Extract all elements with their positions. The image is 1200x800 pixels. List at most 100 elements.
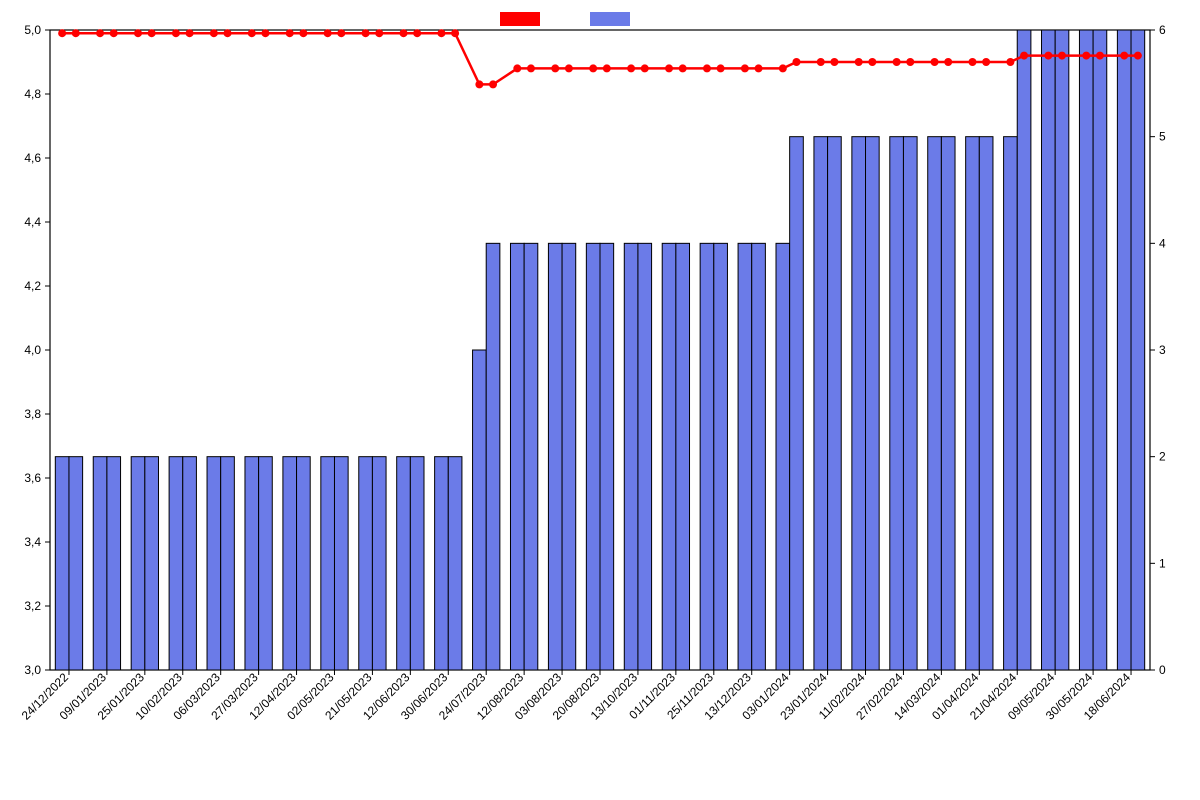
legend-swatch-bar [590,12,630,26]
line-marker [286,29,294,37]
line-marker [665,64,673,72]
y-right-tick-label: 4 [1159,236,1166,250]
bar [752,243,766,670]
line-marker [641,64,649,72]
line-marker [324,29,332,37]
bar [662,243,676,670]
line-marker [186,29,194,37]
y-right-tick-label: 3 [1159,343,1166,357]
line-series [62,33,1138,84]
line-marker [1044,52,1052,60]
line-marker [513,64,521,72]
line-marker [437,29,445,37]
line-marker [589,64,597,72]
line-marker [779,64,787,72]
line-marker [968,58,976,66]
bar [107,457,121,670]
y-left-tick-label: 3,2 [24,599,41,613]
bar [486,243,500,670]
bar [562,243,576,670]
line-marker [299,29,307,37]
line-marker [627,64,635,72]
legend-swatch-line [500,12,540,26]
line-marker [172,29,180,37]
line-marker [679,64,687,72]
line-marker [451,29,459,37]
bar [1131,30,1145,670]
line-marker [565,64,573,72]
bar [1004,137,1018,670]
legend [500,12,630,26]
line-marker [982,58,990,66]
line-marker [830,58,838,66]
bar [928,137,942,670]
line-marker [248,29,256,37]
bar [221,457,235,670]
bar [372,457,386,670]
line-marker [413,29,421,37]
bar [93,457,107,670]
line-marker [741,64,749,72]
line-marker [944,58,952,66]
y-left-tick-label: 3,6 [24,471,41,485]
bar [1117,30,1131,670]
bar [183,457,197,670]
bar [297,457,311,670]
line-marker [72,29,80,37]
bar [359,457,373,670]
line-marker [868,58,876,66]
line-marker [337,29,345,37]
bar [245,457,259,670]
bar [55,457,69,670]
line-marker [210,29,218,37]
bar [890,137,904,670]
line-marker [134,29,142,37]
line-marker [1134,52,1142,60]
bar [941,137,955,670]
bar [524,243,538,670]
line-marker [527,64,535,72]
bar [852,137,866,670]
line-marker [1082,52,1090,60]
bar [169,457,183,670]
line-marker [1006,58,1014,66]
line-marker [362,29,370,37]
bar [903,137,917,670]
line-marker [792,58,800,66]
line-marker [110,29,118,37]
bar [676,243,690,670]
line-marker [475,80,483,88]
y-left-tick-label: 4,4 [24,215,41,229]
bar [207,457,221,670]
bar [1093,30,1107,670]
combo-chart: 3,03,23,43,63,84,04,24,44,64,85,00123456… [0,0,1200,800]
bar [979,137,993,670]
y-right-tick-label: 2 [1159,450,1166,464]
bar [814,137,828,670]
bar [738,243,752,670]
line-marker [703,64,711,72]
line-marker [906,58,914,66]
y-left-tick-label: 4,2 [24,279,41,293]
bar [866,137,880,670]
bar [145,457,159,670]
line-marker [148,29,156,37]
line-marker [58,29,66,37]
line-marker [224,29,232,37]
bar [321,457,335,670]
y-right-tick-label: 5 [1159,130,1166,144]
line-marker [855,58,863,66]
bar [600,243,614,670]
bar [828,137,842,670]
line-marker [261,29,269,37]
line-marker [96,29,104,37]
bar [259,457,273,670]
line-marker [1020,52,1028,60]
line-marker [1120,52,1128,60]
y-left-tick-label: 4,0 [24,343,41,357]
y-left-tick-label: 3,8 [24,407,41,421]
bar [790,137,804,670]
y-left-tick-label: 3,0 [24,663,41,677]
line-marker [717,64,725,72]
bar [1017,30,1031,670]
